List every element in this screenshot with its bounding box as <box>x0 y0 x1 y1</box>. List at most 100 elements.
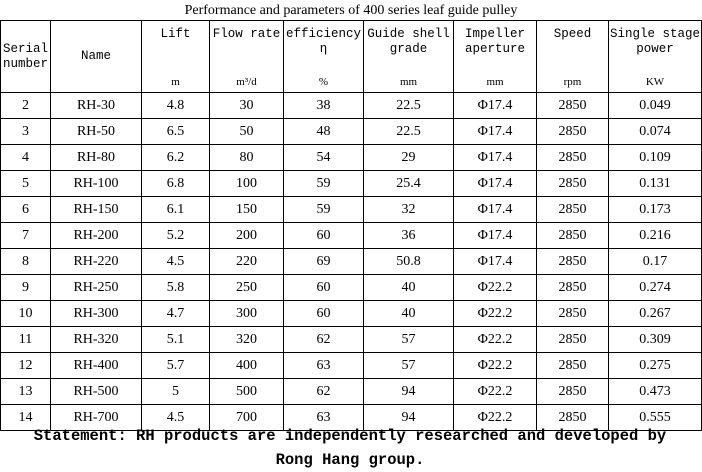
data-cell: Φ22.2 <box>453 404 537 431</box>
data-cell: 220 <box>209 248 284 275</box>
data-cell: 2850 <box>536 170 609 197</box>
data-cell: Φ17.4 <box>453 222 537 249</box>
data-cell: 60 <box>283 300 364 327</box>
data-row: 3 RH-50 6.5 50 48 22.5 Φ17.4 2850 0.074 <box>0 118 702 145</box>
data-cell: 2850 <box>536 196 609 223</box>
data-cell: 94 <box>363 378 454 405</box>
data-cell: 0.473 <box>608 378 702 405</box>
data-cell: 25.4 <box>363 170 454 197</box>
data-cell: 0.109 <box>608 144 702 171</box>
unit-cell: rpm <box>536 72 609 93</box>
data-cell: 4.7 <box>141 300 210 327</box>
data-row: 2 RH-30 4.8 30 38 22.5 Φ17.4 2850 0.049 <box>0 92 702 119</box>
data-cell: RH-30 <box>50 92 142 119</box>
data-row: 11 RH-320 5.1 320 62 57 Φ22.2 2850 0.309 <box>0 326 702 353</box>
data-cell: 2850 <box>536 274 609 301</box>
data-cell: 0.274 <box>608 274 702 301</box>
data-cell: 700 <box>209 404 284 431</box>
data-cell: 7 <box>0 222 51 249</box>
data-cell: 100 <box>209 170 284 197</box>
header-cell: Single stage power <box>608 20 702 72</box>
data-cell: 94 <box>363 404 454 431</box>
data-cell: 59 <box>283 170 364 197</box>
data-cell: 63 <box>283 404 364 431</box>
data-cell: 62 <box>283 378 364 405</box>
data-cell: 5.8 <box>141 274 210 301</box>
data-row: 10 RH-300 4.7 300 60 40 Φ22.2 2850 0.267 <box>0 300 702 327</box>
unit-row: m m³/d% mm mm rpm KW <box>1 72 702 93</box>
data-cell: 62 <box>283 326 364 353</box>
data-cell: 6.2 <box>141 144 210 171</box>
data-row: 14 RH-700 4.5 700 63 94 Φ22.2 2850 0.555 <box>0 404 702 431</box>
unit-cell: KW <box>608 72 702 93</box>
data-cell: Φ17.4 <box>453 144 537 171</box>
data-cell: 22.5 <box>363 92 454 119</box>
data-cell: 2850 <box>536 378 609 405</box>
data-cell: Φ22.2 <box>453 378 537 405</box>
data-cell: 6.8 <box>141 170 210 197</box>
header-cell: efficiency η <box>283 20 364 72</box>
data-cell: 12 <box>0 352 51 379</box>
data-cell: 2850 <box>536 326 609 353</box>
data-row: 13 RH-500 5 500 62 94 Φ22.2 2850 0.473 <box>0 378 702 405</box>
data-row: 5 RH-100 6.8 100 59 25.4 Φ17.4 2850 0.131 <box>0 170 702 197</box>
data-cell: 11 <box>0 326 51 353</box>
data-cell: Φ17.4 <box>453 92 537 119</box>
data-cell: 3 <box>0 118 51 145</box>
data-cell: 200 <box>209 222 284 249</box>
data-cell: 2850 <box>536 222 609 249</box>
data-cell: Φ17.4 <box>453 170 537 197</box>
data-cell: 63 <box>283 352 364 379</box>
data-cell: 4 <box>0 144 51 171</box>
data-cell: RH-50 <box>50 118 142 145</box>
data-cell: 8 <box>0 248 51 275</box>
data-cell: 6.1 <box>141 196 210 223</box>
data-cell: 0.131 <box>608 170 702 197</box>
data-cell: RH-320 <box>50 326 142 353</box>
data-cell: Φ22.2 <box>453 274 537 301</box>
data-cell: RH-700 <box>50 404 142 431</box>
unit-cell: mm <box>453 72 537 93</box>
data-cell: 59 <box>283 196 364 223</box>
data-cell: 38 <box>283 92 364 119</box>
data-cell: 40 <box>363 300 454 327</box>
data-cell: RH-200 <box>50 222 142 249</box>
data-cell: 0.216 <box>608 222 702 249</box>
unit-cell: mm <box>363 72 454 93</box>
data-cell: Φ22.2 <box>453 300 537 327</box>
data-cell: 250 <box>209 274 284 301</box>
data-cell: RH-80 <box>50 144 142 171</box>
data-cell: 4.5 <box>141 248 210 275</box>
data-cell: 0.17 <box>608 248 702 275</box>
data-cell: 48 <box>283 118 364 145</box>
data-cell: 0.275 <box>608 352 702 379</box>
data-cell: 14 <box>0 404 51 431</box>
data-row: 6 RH-150 6.1 150 59 32 Φ17.4 2850 0.173 <box>0 196 702 223</box>
unit-cell: m³/d <box>209 72 284 93</box>
data-cell: Φ17.4 <box>453 196 537 223</box>
parameter-table: Serial number Name Lift Flow rate efficiency… <box>0 20 702 431</box>
data-cell: 0.309 <box>608 326 702 353</box>
header-cell: Serial number <box>0 20 51 93</box>
data-cell: RH-500 <box>50 378 142 405</box>
header-cell: Lift <box>141 20 210 72</box>
data-cell: Φ22.2 <box>453 352 537 379</box>
data-cell: 5 <box>0 170 51 197</box>
data-cell: 5 <box>141 378 210 405</box>
data-cell: 50.8 <box>363 248 454 275</box>
data-cell: RH-150 <box>50 196 142 223</box>
unit-cell: m <box>141 72 210 93</box>
data-cell: 0.173 <box>608 196 702 223</box>
data-row: 8 RH-220 4.5 220 69 50.8 Φ17.4 2850 0.17 <box>0 248 702 275</box>
header-cell: Impeller aperture <box>453 20 537 72</box>
data-cell: 6.5 <box>141 118 210 145</box>
data-cell: 320 <box>209 326 284 353</box>
data-row: 4 RH-80 6.2 80 54 29 Φ17.4 2850 0.109 <box>0 144 702 171</box>
data-cell: Φ17.4 <box>453 248 537 275</box>
data-cell: 300 <box>209 300 284 327</box>
data-cell: 400 <box>209 352 284 379</box>
data-cell: RH-400 <box>50 352 142 379</box>
data-cell: RH-300 <box>50 300 142 327</box>
data-cell: 32 <box>363 196 454 223</box>
